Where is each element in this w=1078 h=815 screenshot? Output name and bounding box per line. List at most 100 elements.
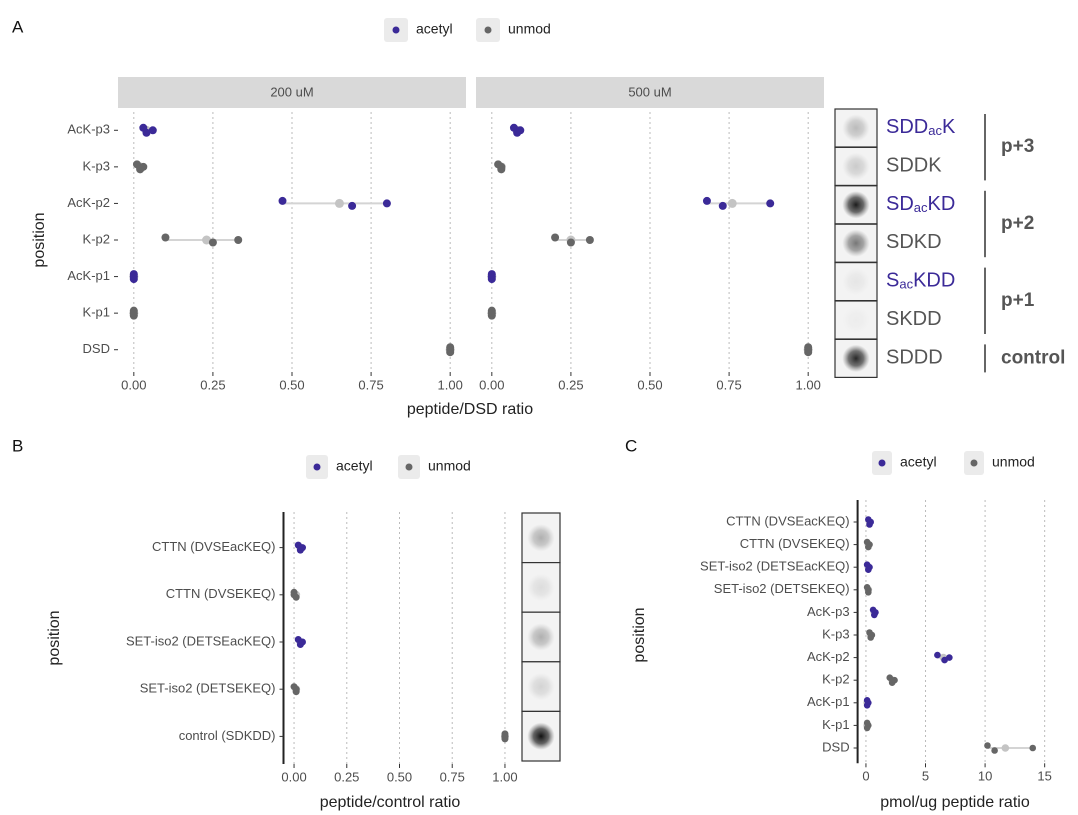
x-tick-label: 0.25 <box>200 377 225 392</box>
blot-label-part: KD <box>928 193 956 215</box>
data-point <box>866 541 873 548</box>
blot-label: SDDD <box>886 347 943 369</box>
blot-spot <box>842 114 869 141</box>
blot-spot <box>842 268 869 295</box>
x-axis-title: pmol/ug peptide ratio <box>880 794 1030 811</box>
data-point <box>866 564 873 571</box>
blot-spot <box>527 524 554 551</box>
blot-label: SDKD <box>886 231 942 253</box>
y-tick-label: AcK-p2 <box>807 649 850 664</box>
y-axis-title: position <box>631 607 648 662</box>
group-label: p+2 <box>1001 213 1034 234</box>
x-tick-label: 0.75 <box>440 769 465 784</box>
blot-spot <box>842 345 869 372</box>
x-axis-title: peptide/control ratio <box>320 794 461 811</box>
data-point <box>293 686 300 693</box>
data-point <box>865 587 872 594</box>
x-tick-label: 0.75 <box>716 377 741 392</box>
legend-marker <box>879 460 886 467</box>
y-tick-label: K-p2 <box>83 231 110 246</box>
data-point <box>488 273 496 281</box>
data-point <box>719 202 727 210</box>
group-label: control <box>1001 347 1065 368</box>
data-point <box>551 234 559 242</box>
y-tick-label: K-p1 <box>822 717 849 732</box>
blot-spot <box>527 723 554 750</box>
blot-spot <box>527 673 554 700</box>
y-tick-label: AcK-p3 <box>807 604 850 619</box>
blot-label-part: SDKD <box>886 231 942 253</box>
blot-label-subscript: ac <box>914 200 928 215</box>
data-point <box>865 700 872 707</box>
data-point <box>234 236 242 244</box>
blot-label-part: KDD <box>913 270 955 292</box>
data-point <box>139 163 147 171</box>
x-axis-title: peptide/DSD ratio <box>407 401 533 418</box>
x-tick-label: 15 <box>1037 769 1051 784</box>
x-tick-label: 1.00 <box>796 377 821 392</box>
legend-label: acetyl <box>900 454 937 470</box>
legend-label: unmod <box>992 454 1035 470</box>
data-point <box>1029 745 1036 752</box>
blot-label: SDDK <box>886 155 942 177</box>
y-axis-title: position <box>46 610 63 665</box>
data-point <box>869 632 876 639</box>
blot-spot <box>842 191 869 218</box>
x-tick-label: 0.50 <box>387 769 412 784</box>
x-tick-label: 0.50 <box>279 377 304 392</box>
blot-spot <box>527 623 554 650</box>
blot-spot <box>527 574 554 601</box>
x-tick-label: 0.00 <box>121 377 146 392</box>
y-tick-label: CTTN (DVSEKEQ) <box>166 586 276 601</box>
y-tick-label: K-p1 <box>83 305 110 320</box>
data-point <box>446 346 454 354</box>
data-point <box>279 197 287 205</box>
y-tick-label: SET-iso2 (DETSEacKEQ) <box>700 559 850 574</box>
blot-spot <box>842 306 869 333</box>
group-label: p+1 <box>1001 290 1035 311</box>
figure: Aacetylunmod200 uM0.000.250.500.751.00Ac… <box>0 0 1078 815</box>
data-point <box>766 199 774 207</box>
data-point <box>299 544 306 551</box>
y-tick-label: CTTN (DVSEacKEQ) <box>152 539 276 554</box>
data-point <box>291 591 298 598</box>
mean-point <box>335 199 344 208</box>
data-point <box>149 126 157 134</box>
data-point <box>299 639 306 646</box>
data-point <box>130 273 138 281</box>
panel-letter: C <box>625 436 637 455</box>
data-point <box>383 199 391 207</box>
data-point <box>497 163 505 171</box>
panel-letter: B <box>12 436 23 455</box>
legend-label: unmod <box>428 458 471 474</box>
mean-point <box>728 199 737 208</box>
data-point <box>934 652 941 659</box>
data-point <box>946 654 953 661</box>
x-tick-label: 0 <box>862 769 869 784</box>
blot-label: SacKDD <box>886 270 955 292</box>
panel-letter: A <box>12 17 24 36</box>
blot-label-part: S <box>886 270 899 292</box>
blot-label-subscript: ac <box>899 277 913 292</box>
legend-marker <box>406 464 413 471</box>
y-tick-label: K-p3 <box>83 158 110 173</box>
data-point <box>567 239 575 247</box>
legend-label: acetyl <box>416 21 453 37</box>
blot-label-part: SDDD <box>886 347 943 369</box>
data-point <box>488 309 496 317</box>
data-point <box>984 742 991 749</box>
blot-label: SDDacK <box>886 116 956 138</box>
data-point <box>501 733 508 740</box>
x-tick-label: 1.00 <box>492 769 517 784</box>
data-point <box>891 677 898 684</box>
blot-spot <box>842 230 869 257</box>
x-tick-label: 5 <box>922 769 929 784</box>
legend-label: unmod <box>508 21 551 37</box>
y-tick-label: CTTN (DVSEacKEQ) <box>726 513 850 528</box>
blot-label-part: SDDK <box>886 155 942 177</box>
blot-label-subscript: ac <box>928 123 942 138</box>
data-point <box>161 234 169 242</box>
x-tick-label: 0.75 <box>358 377 383 392</box>
y-tick-label: K-p3 <box>822 626 849 641</box>
y-tick-label: CTTN (DVSEKEQ) <box>740 536 850 551</box>
